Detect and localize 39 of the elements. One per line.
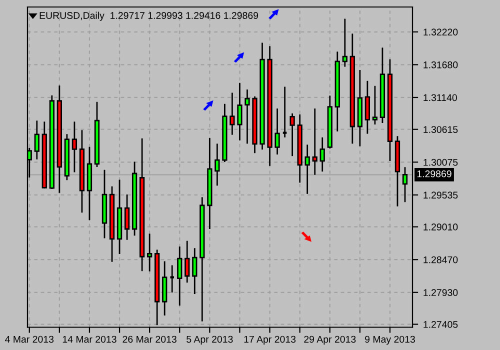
y-tick-label: 1.27930 — [424, 289, 458, 296]
candlestick — [184, 240, 190, 284]
y-tick-label: 1.27405 — [424, 321, 458, 328]
x-tick-label: 14 Mar 2013 — [62, 336, 116, 343]
x-tick-label: 17 Apr 2013 — [244, 336, 296, 345]
candlestick — [320, 136, 325, 172]
candlestick — [290, 112, 295, 157]
candlestick — [147, 232, 152, 272]
candlestick — [192, 247, 198, 295]
candlestick — [237, 82, 242, 142]
y-tick-label: 1.30615 — [424, 126, 458, 133]
y-tick-label: 1.28470 — [424, 256, 458, 264]
y-tick-label: 1.32220 — [424, 28, 458, 36]
y-tick-label: 1.29535 — [424, 192, 458, 199]
candlestick — [34, 120, 40, 160]
candlestick — [342, 18, 348, 68]
candlestick — [372, 85, 378, 126]
y-tick-label: 1.31140 — [424, 94, 457, 102]
candlestick — [244, 88, 250, 144]
y-tick-label: 1.30075 — [424, 158, 458, 166]
x-tick-label: 4 Mar 2013 — [5, 336, 54, 343]
candlestick — [72, 120, 78, 173]
candlestick — [364, 80, 370, 134]
candlestick — [274, 108, 280, 156]
candlestick — [312, 108, 318, 176]
candlestick — [402, 166, 408, 203]
candlestick — [304, 144, 310, 195]
x-tick-label: 5 Apr 2013 — [186, 336, 233, 345]
ref-line-label: 1.29869 — [417, 170, 452, 178]
candlestick — [124, 194, 130, 241]
chart-title: EURUSD,Daily 1.29717 1.29993 1.29416 1.29869 — [40, 12, 258, 21]
y-tick-label: 1.31680 — [424, 61, 458, 68]
y-tick-label: 1.29010 — [424, 224, 458, 230]
candlestick — [214, 142, 220, 186]
candlestick — [177, 246, 182, 306]
x-tick-label: 26 Mar 2013 — [122, 336, 176, 343]
candlestick — [230, 92, 235, 136]
x-tick-label: 29 Apr 2013 — [304, 336, 356, 345]
x-tick-label: 9 May 2013 — [365, 336, 415, 345]
